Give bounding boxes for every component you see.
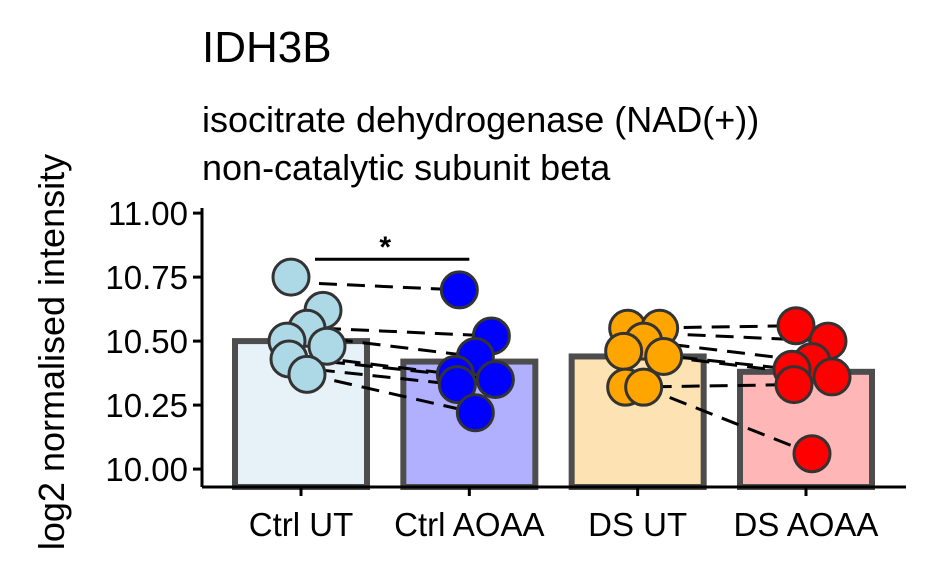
y-tick-label-3: 10.75 [105,259,188,296]
data-point-3-5 [774,365,814,405]
data-point-2-3 [604,331,644,371]
axes-layer: 10.00 10.25 10.50 10.75 11.00 Ctrl UT Ctrl AOA… [105,195,906,543]
y-tick-label-1: 10.25 [105,387,188,424]
pair-line-0-0 [290,280,460,292]
pair-line-1-6 [643,385,813,456]
y-tick-label-4: 11.00 [108,195,188,232]
x-tick-label-1: Ctrl AOAA [394,506,544,543]
pair-line-0-6 [306,372,476,415]
y-tick-label-2: 10.50 [105,323,188,360]
x-tick-label-2: DS UT [588,506,687,543]
x-tick-label-0: Ctrl UT [249,506,353,543]
y-axis-label: log2 normalised intensity [31,154,72,550]
x-tick-label-3: DS AOAA [734,506,879,543]
data-point-3-6 [792,434,832,474]
data-point-0-0 [271,257,311,297]
data-point-2-6 [624,367,664,407]
data-point-1-4 [475,359,515,399]
data-point-1-0 [439,270,479,310]
chart-title: IDH3B [202,23,332,72]
chart-subtitle-line-1: isocitrate dehydrogenase (NAD(+)) [202,99,759,140]
data-point-3-4 [812,357,852,397]
data-point-0-4 [307,326,347,366]
y-tick-label-0: 10.00 [105,451,188,488]
data-point-1-6 [455,393,495,433]
chart-subtitle-line-2: non-catalytic subunit beta [202,147,611,188]
significance-label: * [379,231,391,264]
points-layer [267,257,852,474]
data-point-3-0 [776,306,816,346]
significance-layer: * [315,231,470,264]
pair-line-0-1 [322,326,492,338]
data-point-2-4 [644,336,684,376]
data-point-0-6 [287,354,327,394]
data-point-1-5 [437,365,477,405]
